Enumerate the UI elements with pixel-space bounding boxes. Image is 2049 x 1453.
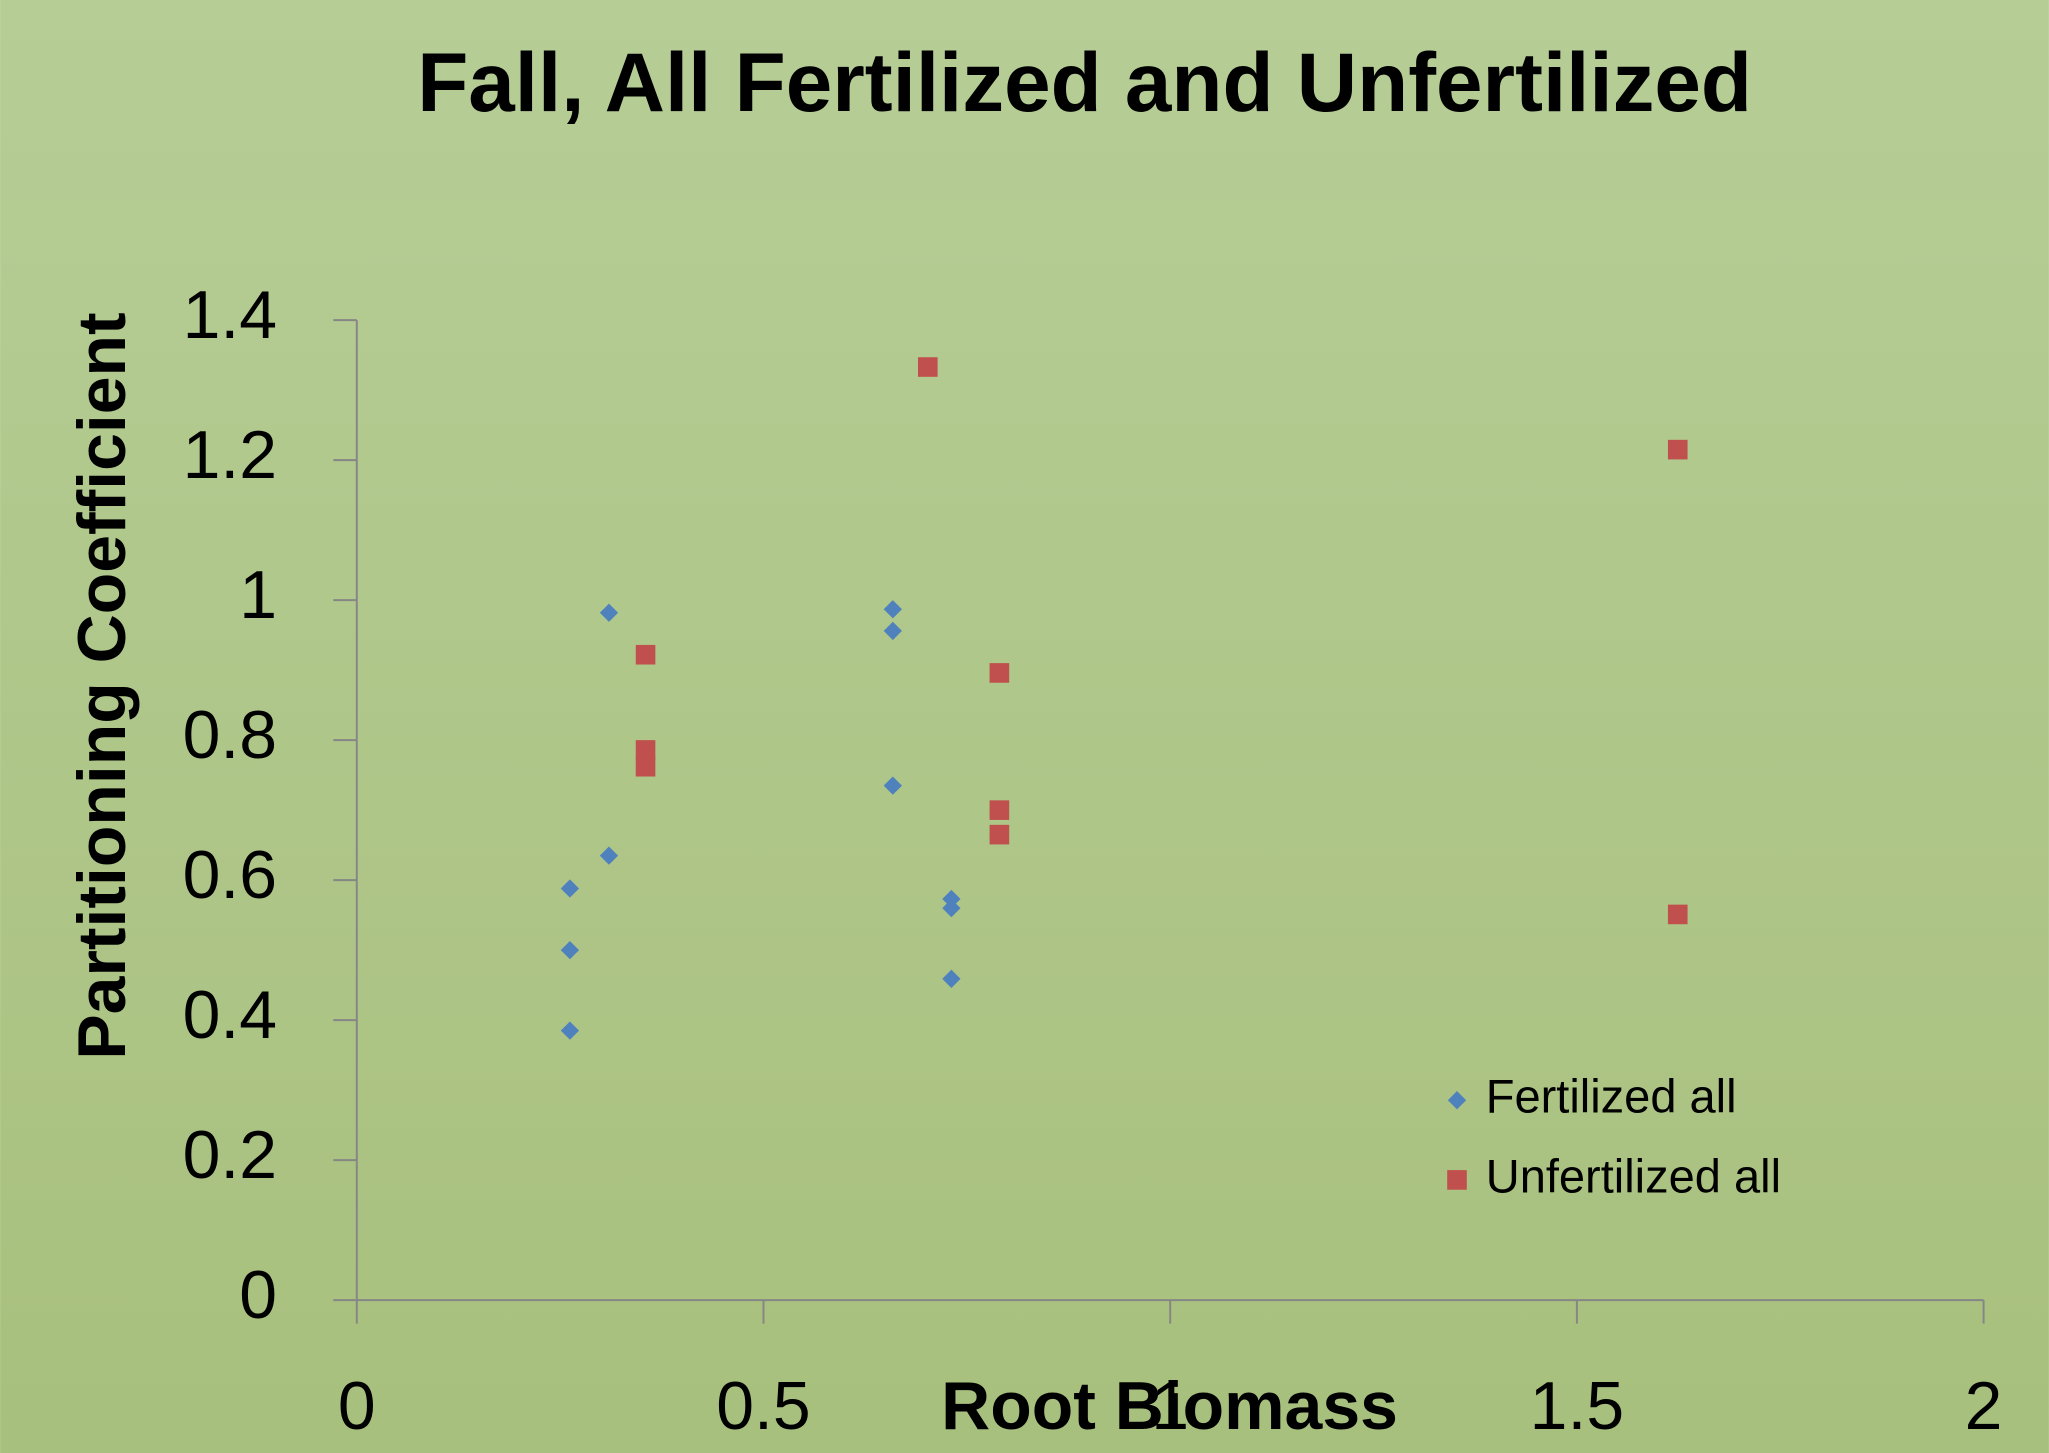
y-tick-label: 1: [239, 557, 277, 633]
point: [883, 776, 902, 795]
legend-label: Fertilized all: [1486, 1070, 1737, 1123]
point: [560, 940, 580, 960]
point: [989, 824, 1010, 845]
x-tick-label: 2: [1965, 1368, 2003, 1444]
y-tick-label: 0.2: [183, 1117, 277, 1193]
x-tick-label: 0.5: [716, 1368, 810, 1444]
x-tick-label: 0: [338, 1368, 376, 1444]
legend-label: Unfertilized all: [1486, 1149, 1781, 1202]
x-tick-label: 1.5: [1530, 1368, 1624, 1444]
point: [918, 357, 938, 377]
y-tick-label: 0.6: [183, 837, 277, 913]
point: [599, 603, 619, 622]
x-tick-label: 1: [1151, 1368, 1189, 1444]
y-tick-label: 0: [239, 1257, 277, 1333]
point: [989, 663, 1010, 683]
point: [883, 621, 902, 641]
x-axis-label: Root Biomass: [941, 1368, 1398, 1444]
point: [635, 740, 656, 760]
point: [1667, 904, 1688, 925]
y-axis-label: Partitioning Coefficient: [64, 312, 140, 1059]
y-tick-label: 1.2: [183, 417, 277, 493]
point: [989, 800, 1010, 820]
y-tick-label: 0.8: [183, 697, 277, 773]
y-tick-label: 1.4: [183, 277, 277, 353]
chart-title: Fall, All Fertilized and Unfertilized: [417, 35, 1752, 129]
y-tick-label: 0.4: [183, 977, 277, 1053]
point: [599, 846, 619, 865]
legend-marker: [1447, 1170, 1467, 1190]
point: [883, 600, 902, 619]
point: [942, 969, 961, 988]
point: [635, 644, 656, 665]
point: [635, 756, 656, 777]
point: [942, 898, 961, 918]
point: [560, 879, 580, 898]
point: [1667, 439, 1688, 460]
